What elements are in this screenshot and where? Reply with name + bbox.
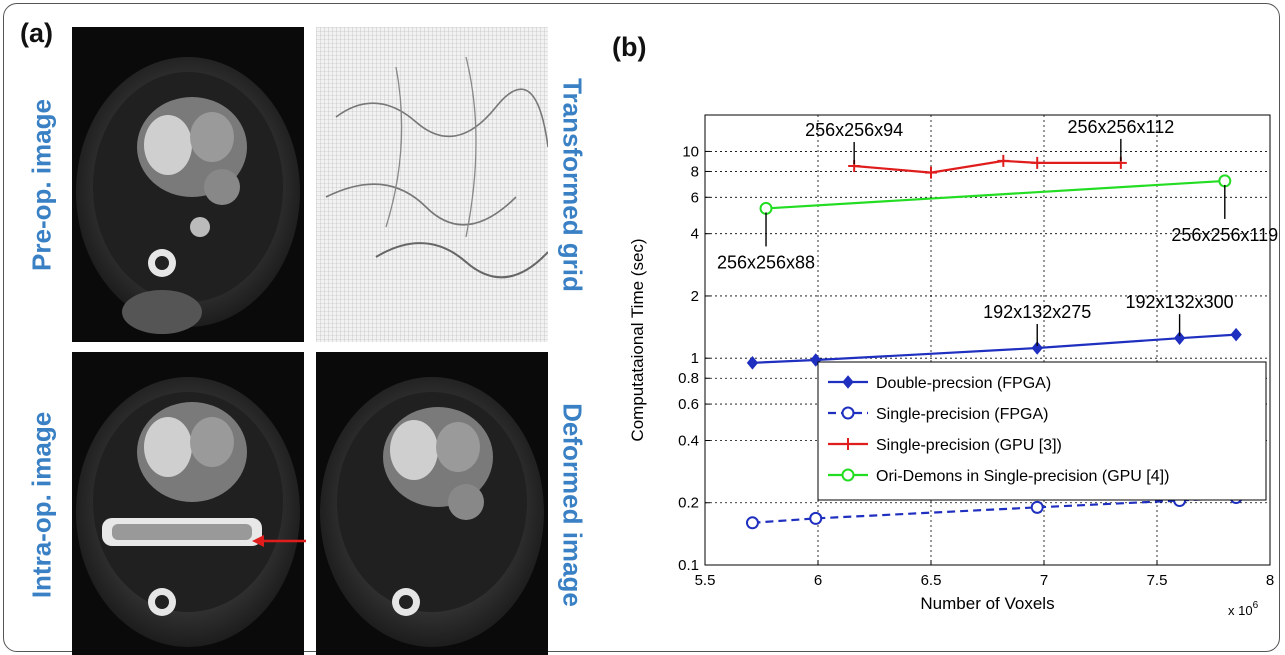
pre-op-mri-image — [72, 27, 304, 342]
warped-grid-graphic — [316, 27, 548, 342]
series-3 — [848, 154, 1127, 179]
data-point — [1218, 174, 1232, 188]
y-tick-label: 0.1 — [678, 557, 699, 574]
legend-marker — [842, 438, 854, 450]
x-tick-label: 8 — [1266, 572, 1274, 589]
transformed-grid-image — [316, 27, 548, 342]
y-tick-label: 0.4 — [678, 432, 699, 449]
y-axis-label: Computataional Time (sec) — [628, 238, 647, 441]
deformed-label: Deformed image — [557, 403, 588, 607]
legend-entry: Single-precision (FPGA) — [828, 406, 1049, 423]
annotation: 256x256x112 — [1067, 117, 1174, 161]
data-point — [1173, 331, 1186, 345]
data-point — [746, 356, 759, 370]
x-tick-label: 6.5 — [921, 572, 942, 589]
y-tick-label: 10 — [682, 143, 699, 160]
intra-op-mri-image — [72, 352, 304, 655]
annotation-label: 192x132x300 — [1126, 292, 1234, 312]
data-point — [1031, 341, 1043, 355]
y-tick-label: 6 — [691, 189, 699, 206]
data-point — [1030, 500, 1044, 514]
y-tick-label: 0.6 — [678, 396, 699, 413]
legend-label: Ori-Demons in Single-precision (GPU [4]) — [876, 468, 1169, 485]
transformed-grid-label: Transformed grid — [557, 78, 588, 292]
legend-marker — [841, 468, 855, 482]
pre-op-scan-graphic — [76, 57, 300, 334]
intra-op-scan-graphic — [76, 377, 300, 647]
y-tick-label: 2 — [691, 288, 699, 305]
legend-label: Single-precision (GPU [3]) — [876, 437, 1062, 454]
legend-marker — [841, 406, 855, 420]
intra-op-label: Intra-op. image — [26, 411, 57, 599]
data-point — [1031, 156, 1044, 169]
deformed-scan-graphic — [320, 377, 544, 647]
legend-entry: Single-precision (GPU [3]) — [828, 437, 1062, 454]
data-point — [745, 516, 759, 530]
axis-ticks: 0.1 0.2 0.4 0.6 0.8 1 2 4 6 8 10 5.5 6 6.5 7 7.5 8 — [678, 143, 1274, 589]
y-tick-label: 4 — [691, 226, 699, 243]
legend-entry: Ori-Demons in Single-precision (GPU [4]) — [828, 468, 1169, 485]
x-tick-label: 7 — [1040, 572, 1048, 589]
deformed-mri-image — [316, 352, 548, 655]
annotation: 256x256x88 — [717, 212, 815, 272]
annotation-label: 192x132x275 — [983, 302, 1091, 322]
data-point — [759, 201, 773, 215]
annotation-label: 256x256x119 — [1171, 225, 1278, 245]
annotation-label: 256x256x88 — [717, 252, 815, 272]
legend-entry: Double-precsion (FPGA) — [828, 375, 1051, 392]
y-tick-label: 8 — [691, 163, 699, 180]
x-tick-label: 6 — [814, 572, 822, 589]
x-tick-label: 5.5 — [695, 572, 716, 589]
panel-b-label: (b) — [612, 32, 647, 62]
annotation: 192x132x300 — [1126, 292, 1234, 337]
y-tick-label: 0.8 — [678, 370, 699, 387]
x-axis-multiplier: x 106 — [1228, 600, 1259, 618]
data-point — [809, 511, 823, 525]
x-multiplier-base: x 10 — [1228, 603, 1253, 618]
y-tick-label: 1 — [691, 350, 699, 367]
annotation: 256x256x94 — [805, 120, 903, 165]
legend: Double-precsion (FPGA) Single-precision (… — [817, 361, 1267, 501]
annotation-label: 256x256x112 — [1067, 117, 1174, 137]
legend-marker — [842, 375, 854, 389]
annotation: 256x256x119 — [1171, 184, 1278, 245]
x-multiplier-exponent: 6 — [1253, 600, 1259, 611]
x-tick-label: 7.5 — [1147, 572, 1168, 589]
artifact-arrow — [252, 535, 306, 547]
data-point — [997, 154, 1010, 167]
legend-box — [817, 361, 1267, 501]
series-line — [765, 179, 1225, 210]
y-tick-label: 0.2 — [678, 495, 699, 512]
data-point — [925, 166, 937, 179]
legend-label: Single-precision (FPGA) — [876, 406, 1049, 423]
annotation-label: 256x256x94 — [805, 120, 903, 140]
annotation-layer: 256x256x94 256x256x112 256x256x88 256x256x1… — [717, 117, 1278, 347]
pre-op-label: Pre-op. image — [26, 99, 57, 271]
panel-a-label: (a) — [20, 18, 53, 48]
series-4 — [759, 174, 1232, 215]
data-point — [1230, 327, 1242, 342]
annotation: 192x132x275 — [983, 302, 1091, 347]
series-1 — [746, 327, 1242, 370]
legend-label: Double-precsion (FPGA) — [876, 375, 1051, 392]
x-axis-label: Number of Voxels — [920, 594, 1054, 613]
